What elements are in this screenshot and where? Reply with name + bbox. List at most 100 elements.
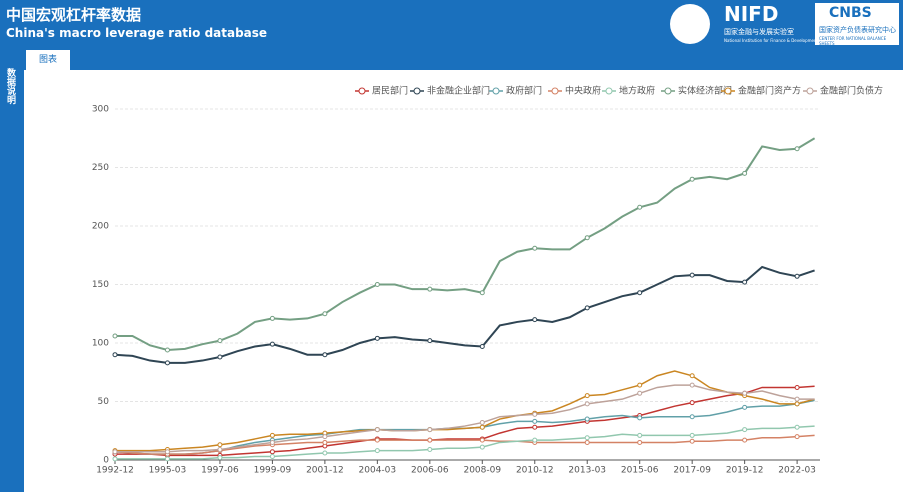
data-point bbox=[322, 311, 328, 317]
data-point bbox=[217, 446, 223, 452]
data-point bbox=[427, 286, 433, 292]
legend-swatch-dot[interactable] bbox=[605, 87, 613, 95]
series-line bbox=[114, 434, 815, 455]
subtitle: China's macro leverage ratio database bbox=[6, 26, 268, 40]
data-point bbox=[269, 315, 275, 321]
data-point bbox=[164, 360, 170, 366]
legend-label[interactable]: 金融部门资产方 bbox=[738, 85, 801, 97]
x-tick-label: 2017-09 bbox=[673, 466, 711, 476]
data-point bbox=[322, 439, 328, 445]
x-tick-label: 1995-03 bbox=[149, 466, 187, 476]
data-point bbox=[637, 415, 643, 421]
x-tick-label: 2022-03 bbox=[778, 466, 816, 476]
data-point bbox=[689, 400, 695, 406]
data-point bbox=[637, 439, 643, 445]
data-point bbox=[584, 235, 590, 241]
header: 中国宏观杠杆率数据 China's macro leverage ratio d… bbox=[0, 0, 903, 48]
data-point bbox=[112, 333, 118, 339]
data-point bbox=[532, 411, 538, 417]
data-point bbox=[742, 170, 748, 176]
data-point bbox=[742, 404, 748, 410]
legend-swatch-dot[interactable] bbox=[806, 87, 814, 95]
y-tick-label: 100 bbox=[92, 339, 109, 349]
legend-label[interactable]: 中央政府 bbox=[565, 85, 601, 97]
data-point bbox=[532, 418, 538, 424]
tab-bar: 图表 bbox=[0, 48, 903, 70]
data-point bbox=[427, 427, 433, 433]
logo-cnbs-box: CNBS 国家资产负债表研究中心 CENTER FOR NATIONAL BAL… bbox=[815, 3, 899, 46]
data-point bbox=[322, 434, 328, 440]
x-tick-label: 1999-09 bbox=[254, 466, 292, 476]
data-point bbox=[532, 317, 538, 323]
data-point bbox=[322, 352, 328, 358]
sidebar-label[interactable]: 数据说明 bbox=[5, 68, 15, 104]
tab[interactable]: 图表 bbox=[26, 50, 70, 70]
chart: 0 50 100 150 200 250 300 1992-12 1995-03 1997-06 1… bbox=[92, 85, 883, 476]
data-point bbox=[374, 282, 380, 287]
data-point bbox=[794, 401, 800, 407]
series-line bbox=[115, 384, 815, 453]
logo-cnbs-en: CENTER FOR NATIONAL BALANCE SHEETS bbox=[819, 36, 887, 46]
legend-swatch-dot[interactable] bbox=[492, 87, 500, 95]
x-tick-label: 2019-12 bbox=[726, 466, 764, 476]
data-point bbox=[269, 449, 275, 455]
sidebar: 数据说明 bbox=[0, 48, 24, 492]
data-point bbox=[164, 347, 170, 353]
data-point bbox=[427, 446, 433, 452]
data-point bbox=[584, 393, 590, 399]
data-point bbox=[112, 352, 118, 358]
data-point bbox=[427, 437, 433, 443]
data-point bbox=[689, 176, 695, 182]
x-tick-label: 2004-03 bbox=[359, 466, 397, 476]
legend-label[interactable]: 金融部门负债方 bbox=[820, 85, 883, 97]
x-tick-label: 2013-03 bbox=[568, 466, 606, 476]
legend-swatch-dot[interactable] bbox=[358, 87, 366, 95]
data-point bbox=[584, 435, 590, 441]
data-point bbox=[689, 414, 695, 420]
x-tick-label: 2010-12 bbox=[516, 466, 554, 476]
logo-seal bbox=[670, 4, 710, 44]
data-point bbox=[742, 427, 748, 433]
legend-label[interactable]: 政府部门 bbox=[506, 85, 542, 97]
data-point bbox=[532, 424, 538, 430]
x-tick-label: 1992-12 bbox=[96, 466, 134, 476]
data-point bbox=[794, 146, 800, 152]
legend-label[interactable]: 非金融企业部门 bbox=[427, 85, 490, 97]
y-tick-label: 150 bbox=[92, 280, 109, 290]
legend-swatch-dot[interactable] bbox=[551, 87, 559, 95]
data-point bbox=[217, 442, 223, 448]
data-point bbox=[689, 382, 695, 388]
legend-label[interactable]: 实体经济部门 bbox=[678, 85, 732, 97]
data-point bbox=[374, 427, 380, 433]
legend-label[interactable]: 居民部门 bbox=[372, 85, 408, 97]
logo-nifd: NIFD bbox=[724, 2, 779, 26]
series-line bbox=[115, 370, 815, 452]
legend-label[interactable]: 地方政府 bbox=[619, 85, 655, 97]
x-tick-label: 1997-06 bbox=[201, 466, 239, 476]
data-point bbox=[742, 437, 748, 443]
y-tick-label: 200 bbox=[92, 222, 109, 232]
y-tick-label: 300 bbox=[92, 105, 109, 115]
data-point bbox=[269, 453, 275, 459]
data-point bbox=[164, 456, 170, 462]
legend-swatch-dot[interactable] bbox=[413, 87, 421, 95]
data-point bbox=[164, 449, 170, 455]
series-line bbox=[115, 425, 815, 460]
data-point bbox=[217, 338, 223, 344]
legend-swatch-dot[interactable] bbox=[664, 87, 672, 95]
data-point bbox=[584, 401, 590, 407]
data-point bbox=[794, 396, 800, 402]
data-point bbox=[584, 305, 590, 311]
data-point bbox=[689, 438, 695, 444]
data-point bbox=[689, 432, 695, 438]
data-point bbox=[794, 424, 800, 430]
data-point bbox=[532, 437, 538, 443]
data-point bbox=[637, 432, 643, 438]
data-point bbox=[584, 416, 590, 422]
y-tick-label: 50 bbox=[98, 397, 110, 407]
legend-swatch-dot[interactable] bbox=[724, 87, 732, 95]
data-point bbox=[112, 456, 118, 462]
data-point bbox=[374, 335, 380, 341]
y-tick-label: 0 bbox=[103, 456, 109, 466]
